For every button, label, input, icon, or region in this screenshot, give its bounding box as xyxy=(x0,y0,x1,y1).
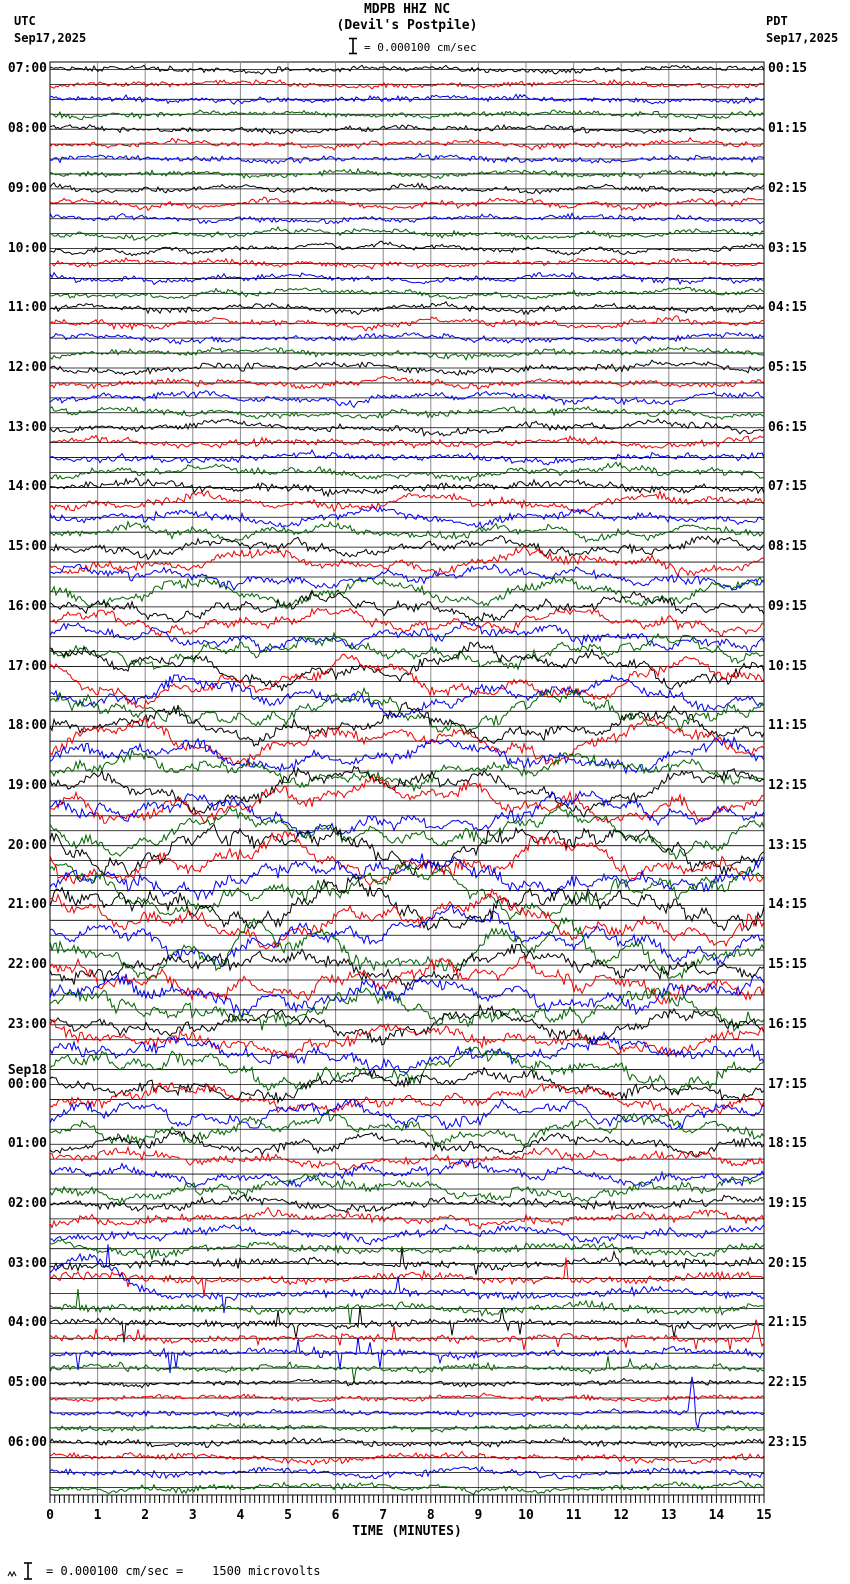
utc-hour-label: 06:00 xyxy=(7,1434,47,1450)
pdt-hour-label: 07:15 xyxy=(768,479,808,495)
utc-hour-label: 02:00 xyxy=(7,1195,47,1211)
utc-hour-label: 18:00 xyxy=(7,718,47,734)
pdt-hour-label: 09:15 xyxy=(768,598,808,614)
x-axis-tick-label: 10 xyxy=(518,1508,534,1523)
utc-hour-label: 20:00 xyxy=(7,837,47,853)
x-axis-tick-label: 2 xyxy=(141,1508,149,1523)
x-axis-tick-label: 12 xyxy=(613,1508,629,1523)
right-timezone-label: PDT xyxy=(766,14,788,28)
right-date-label: Sep17,2025 xyxy=(766,31,839,45)
utc-hour-label: 04:00 xyxy=(7,1315,47,1331)
x-axis-tick-label: 9 xyxy=(474,1508,482,1523)
left-timezone-label: UTC xyxy=(14,14,36,28)
utc-hour-label: 22:00 xyxy=(7,957,47,973)
utc-hour-label: 14:00 xyxy=(7,479,47,495)
utc-hour-label: 10:00 xyxy=(7,240,47,256)
pdt-hour-label: 22:15 xyxy=(768,1375,808,1391)
pdt-hour-label: 16:15 xyxy=(768,1016,808,1032)
station-title: MDPB HHZ NC xyxy=(363,2,451,17)
x-axis-tick-label: 5 xyxy=(284,1508,292,1523)
utc-hour-label: 08:00 xyxy=(7,121,47,137)
pdt-hour-label: 17:15 xyxy=(768,1076,808,1092)
pdt-hour-label: 18:15 xyxy=(768,1136,808,1152)
pdt-hour-label: 21:15 xyxy=(768,1315,808,1331)
pdt-hour-label: 05:15 xyxy=(768,360,808,375)
x-axis-title: TIME (MINUTES) xyxy=(352,1524,462,1539)
pdt-hour-label: 06:15 xyxy=(768,419,808,435)
pdt-hour-label: 13:15 xyxy=(768,837,808,853)
pdt-hour-label: 08:15 xyxy=(768,539,808,555)
pdt-hour-label: 12:15 xyxy=(768,777,808,793)
pdt-hour-label: 10:15 xyxy=(768,658,808,674)
x-axis-tick-label: 3 xyxy=(189,1508,197,1523)
pdt-hour-label: 01:15 xyxy=(768,121,808,137)
pdt-hour-label: 02:15 xyxy=(768,180,808,196)
utc-hour-label: 23:00 xyxy=(7,1016,47,1032)
date-rollover-label: Sep18 xyxy=(7,1062,47,1078)
pdt-hour-label: 20:15 xyxy=(768,1255,808,1271)
utc-hour-label: 03:00 xyxy=(7,1255,47,1271)
utc-hour-label: 05:00 xyxy=(7,1375,47,1391)
x-axis-tick-label: 11 xyxy=(566,1508,582,1523)
x-axis-tick-label: 8 xyxy=(427,1508,435,1523)
x-axis-tick-label: 13 xyxy=(661,1508,677,1523)
utc-hour-label: 12:00 xyxy=(7,360,47,375)
pdt-hour-label: 11:15 xyxy=(768,718,808,734)
pdt-hour-label: 14:15 xyxy=(768,897,808,913)
scale-label: = 0.000100 cm/sec xyxy=(364,41,477,54)
pdt-hour-label: 00:15 xyxy=(768,61,808,77)
utc-hour-label: 21:00 xyxy=(7,897,47,913)
utc-hour-label: 11:00 xyxy=(7,300,47,316)
utc-hour-label: 17:00 xyxy=(7,658,47,674)
utc-hour-label: 16:00 xyxy=(7,598,47,614)
utc-hour-label: 00:00 xyxy=(7,1076,47,1092)
scale-bar-icon xyxy=(348,37,358,55)
station-subtitle: (Devil's Postpile) xyxy=(336,18,478,33)
x-axis-tick-label: 6 xyxy=(332,1508,340,1523)
left-date-label: Sep17,2025 xyxy=(14,31,87,45)
utc-hour-label: 19:00 xyxy=(7,777,47,793)
pdt-hour-label: 15:15 xyxy=(768,957,808,973)
pdt-hour-label: 04:15 xyxy=(768,300,808,316)
x-axis-tick-label: 15 xyxy=(756,1508,772,1523)
pdt-hour-label: 23:15 xyxy=(768,1434,808,1450)
x-axis-tick-label: 14 xyxy=(709,1508,725,1523)
x-axis-tick-label: 0 xyxy=(46,1508,54,1523)
utc-hour-label: 15:00 xyxy=(7,539,47,555)
microvolt-scale-icon xyxy=(6,1560,40,1582)
utc-hour-label: 09:00 xyxy=(7,180,47,196)
utc-hour-label: 13:00 xyxy=(7,419,47,435)
x-axis-tick-label: 4 xyxy=(236,1508,244,1523)
utc-hour-label: 01:00 xyxy=(7,1136,47,1152)
pdt-hour-label: 03:15 xyxy=(768,240,808,256)
x-axis-tick-label: 7 xyxy=(379,1508,387,1523)
x-axis-tick-label: 1 xyxy=(94,1508,102,1523)
utc-hour-label: 07:00 xyxy=(7,61,47,77)
footer-scale-text: = 0.000100 cm/sec = 1500 microvolts xyxy=(46,1564,321,1578)
pdt-hour-label: 19:15 xyxy=(768,1195,808,1211)
